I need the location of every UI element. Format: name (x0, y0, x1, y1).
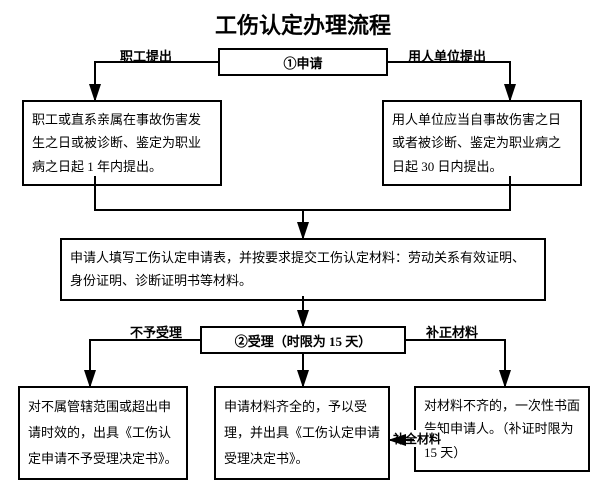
label-employee-submit: 职工提出 (120, 46, 172, 65)
box-reject: 对不属管辖范围或超出申请时效的，出具《工伤认定申请不予受理决定书》。 (18, 386, 188, 480)
label-supplement: 补正材料 (426, 322, 478, 341)
flowchart-canvas: 工伤认定办理流程 ①申请 职工提出 用人单位提出 职工或直系亲属在事故伤害发生之… (0, 0, 606, 500)
box-form: 申请人填写工伤认定申请表，并按要求提交工伤认定材料：劳动关系有效证明、身份证明、… (60, 238, 546, 301)
label-supplement-all: 补全材料 (393, 430, 441, 447)
box-employer: 用人单位应当自事故伤害之日或者被诊断、鉴定为职业病之日起 30 日内提出。 (382, 100, 582, 186)
box-approve: 申请材料齐全的，予以受理，并出具《工伤认定申请受理决定书》。 (214, 386, 390, 480)
box-employee: 职工或直系亲属在事故伤害发生之日或被诊断、鉴定为职业病之日起 1 年内提出。 (22, 100, 222, 186)
box-apply: ①申请 (218, 48, 388, 76)
label-employer-submit: 用人单位提出 (408, 46, 486, 65)
box-accept: ②受理（时限为 15 天） (200, 326, 406, 354)
page-title: 工伤认定办理流程 (0, 8, 606, 40)
label-not-accept: 不予受理 (130, 322, 182, 341)
